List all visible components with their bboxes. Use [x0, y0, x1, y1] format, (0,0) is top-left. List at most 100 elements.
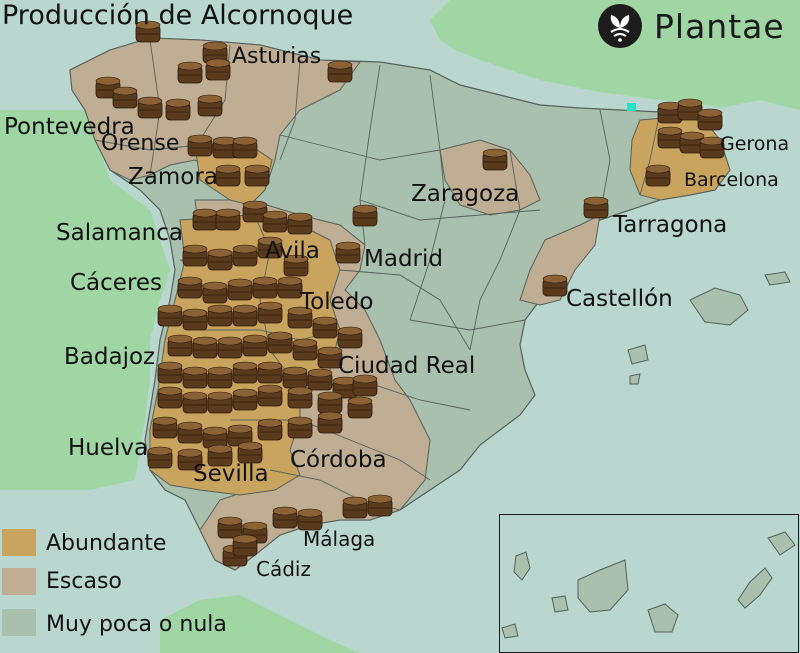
escaso-zaragoza — [439, 139, 541, 216]
cork-stack-icon — [482, 148, 508, 171]
cork-stack-icon — [215, 208, 241, 231]
label-castellon: Castellón — [566, 286, 673, 312]
cork-stack-icon — [182, 244, 208, 267]
canary-islands-inset-frame — [499, 514, 799, 653]
fuerteventura-island — [737, 567, 773, 609]
label-zamora: Zamora — [128, 164, 218, 190]
cork-stack-icon — [367, 494, 393, 517]
cork-stack-icon — [182, 308, 208, 331]
canary-islands — [501, 531, 796, 639]
cork-stack-icon — [267, 331, 293, 354]
cork-stack-icon — [272, 506, 298, 529]
cork-stack-icon — [157, 361, 183, 384]
cork-stack-icon — [699, 136, 725, 159]
label-tarragona: Tarragona — [613, 212, 728, 238]
gran-canaria-island — [647, 603, 679, 633]
cork-stack-icon — [202, 281, 228, 304]
la-palma-island — [513, 551, 531, 581]
map-title: Producción de Alcornoque — [2, 0, 354, 31]
cork-stack-icon — [207, 304, 233, 327]
cork-stack-icon — [327, 60, 353, 83]
cork-stack-icon — [137, 96, 163, 119]
cork-stack-icon — [207, 391, 233, 414]
cork-stack-icon — [337, 326, 363, 349]
menorca-island — [764, 271, 791, 286]
cork-stack-icon — [232, 244, 258, 267]
cyan-marker — [627, 103, 636, 111]
cork-stack-icon — [205, 58, 231, 81]
cork-stack-icon — [242, 200, 268, 223]
africa-land — [160, 595, 360, 653]
cork-stack-icon — [583, 196, 609, 219]
cork-stack-icon — [207, 366, 233, 389]
cork-stack-icon — [147, 446, 173, 469]
legend-swatch-muy-poca — [2, 609, 36, 636]
cork-stack-icon — [287, 416, 313, 439]
cork-stack-icon — [112, 86, 138, 109]
cork-stack-icon — [287, 212, 313, 235]
cork-stack-icon — [283, 254, 309, 277]
plantae-logo: Plantae — [598, 4, 798, 48]
france-land — [430, 0, 800, 110]
label-cordoba: Córdoba — [290, 447, 387, 473]
cork-stack-icon — [177, 276, 203, 299]
plantae-logo-text: Plantae — [654, 7, 785, 46]
cork-stack-icon — [232, 304, 258, 327]
legend-swatch-abundante — [2, 529, 36, 556]
legend-label-escaso: Escaso — [46, 569, 122, 594]
cork-stack-icon — [177, 61, 203, 84]
cork-stack-icon — [242, 334, 268, 357]
cork-stack-icon — [292, 338, 318, 361]
portugal-land — [0, 110, 170, 490]
cork-stack-icon — [307, 368, 333, 391]
cork-stacks-layer — [95, 20, 725, 567]
cork-stack-icon — [257, 418, 283, 441]
cork-stack-icon — [697, 108, 723, 131]
cork-stack-icon — [177, 448, 203, 471]
label-ciudad-real: Ciudad Real — [338, 353, 476, 379]
cork-stack-icon — [282, 366, 308, 389]
legend-label-abundante: Abundante — [46, 531, 167, 556]
cork-stack-icon — [217, 516, 243, 539]
cork-stack-icon — [645, 164, 671, 187]
cork-stack-icon — [317, 411, 343, 434]
cork-stack-icon — [152, 416, 178, 439]
cork-stack-icon — [232, 361, 258, 384]
label-orense: Orense — [101, 131, 180, 156]
cork-stack-icon — [244, 164, 270, 187]
cork-stack-icon — [257, 361, 283, 384]
cork-stack-icon — [257, 236, 283, 259]
tenerife-island — [577, 559, 629, 613]
cork-stack-icon — [232, 534, 258, 557]
lanzarote-island — [767, 531, 796, 556]
cork-stack-icon — [297, 508, 323, 531]
label-toledo: Toledo — [300, 289, 374, 315]
label-salamanca: Salamanca — [56, 220, 183, 246]
formentera-island — [629, 373, 641, 385]
cork-stack-icon — [192, 336, 218, 359]
cork-stack-icon — [207, 444, 233, 467]
cork-stack-icon — [135, 20, 161, 43]
cork-stack-icon — [542, 274, 568, 297]
mallorca-island — [689, 287, 749, 326]
label-caceres: Cáceres — [70, 270, 163, 296]
plantae-leaf-wifi-icon — [598, 4, 642, 48]
cork-stack-icon — [187, 134, 213, 157]
cork-stack-icon — [679, 131, 705, 154]
cork-stack-icon — [182, 391, 208, 414]
cork-stack-icon — [352, 374, 378, 397]
cork-stack-icon — [217, 336, 243, 359]
cork-stack-icon — [352, 204, 378, 227]
legend-swatch-escaso — [2, 568, 36, 595]
label-gerona: Gerona — [720, 133, 790, 155]
cork-stack-icon — [262, 210, 288, 233]
cork-stack-icon — [192, 208, 218, 231]
label-asturias: Asturias — [232, 44, 322, 69]
cork-stack-icon — [335, 241, 361, 264]
cork-stack-icon — [202, 426, 228, 449]
cork-stack-icon — [257, 384, 283, 407]
escaso-castellon — [519, 214, 601, 306]
cork-stack-icon — [657, 126, 683, 149]
